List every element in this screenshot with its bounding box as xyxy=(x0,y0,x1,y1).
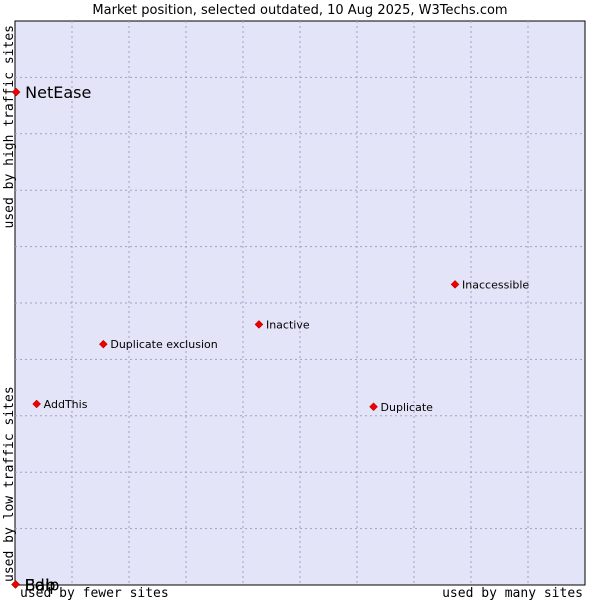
chart-title: Market position, selected outdated, 10 A… xyxy=(92,3,507,18)
data-point-label: NetEase xyxy=(25,83,91,102)
data-point-label: Inactive xyxy=(266,318,310,331)
y-axis-label-top: used by high traffic sites xyxy=(2,25,17,229)
data-point-label: Duplicate exclusion xyxy=(110,338,217,351)
data-point-label: AddThis xyxy=(44,398,88,411)
data-point xyxy=(32,399,42,409)
data-point xyxy=(450,280,460,289)
data-point xyxy=(98,339,108,349)
x-axis-label-right: used by many sites xyxy=(442,586,583,600)
data-point xyxy=(11,87,21,97)
data-point-label: Edip xyxy=(25,575,60,594)
data-point-label: Inaccessible xyxy=(462,278,529,291)
data-point-label: Bab xyxy=(25,575,56,594)
data-points: NetEase Inaccessible Inactive Duplicate exc… xyxy=(11,83,529,594)
data-point xyxy=(11,580,20,589)
data-point xyxy=(369,402,378,412)
grid-lines xyxy=(15,21,585,585)
data-point xyxy=(254,320,264,329)
x-axis-label-left: used by fewer sites xyxy=(20,586,169,600)
y-axis-label-bottom: used by low traffic sites xyxy=(2,386,17,582)
data-point-label: Duplicate xyxy=(381,401,434,414)
